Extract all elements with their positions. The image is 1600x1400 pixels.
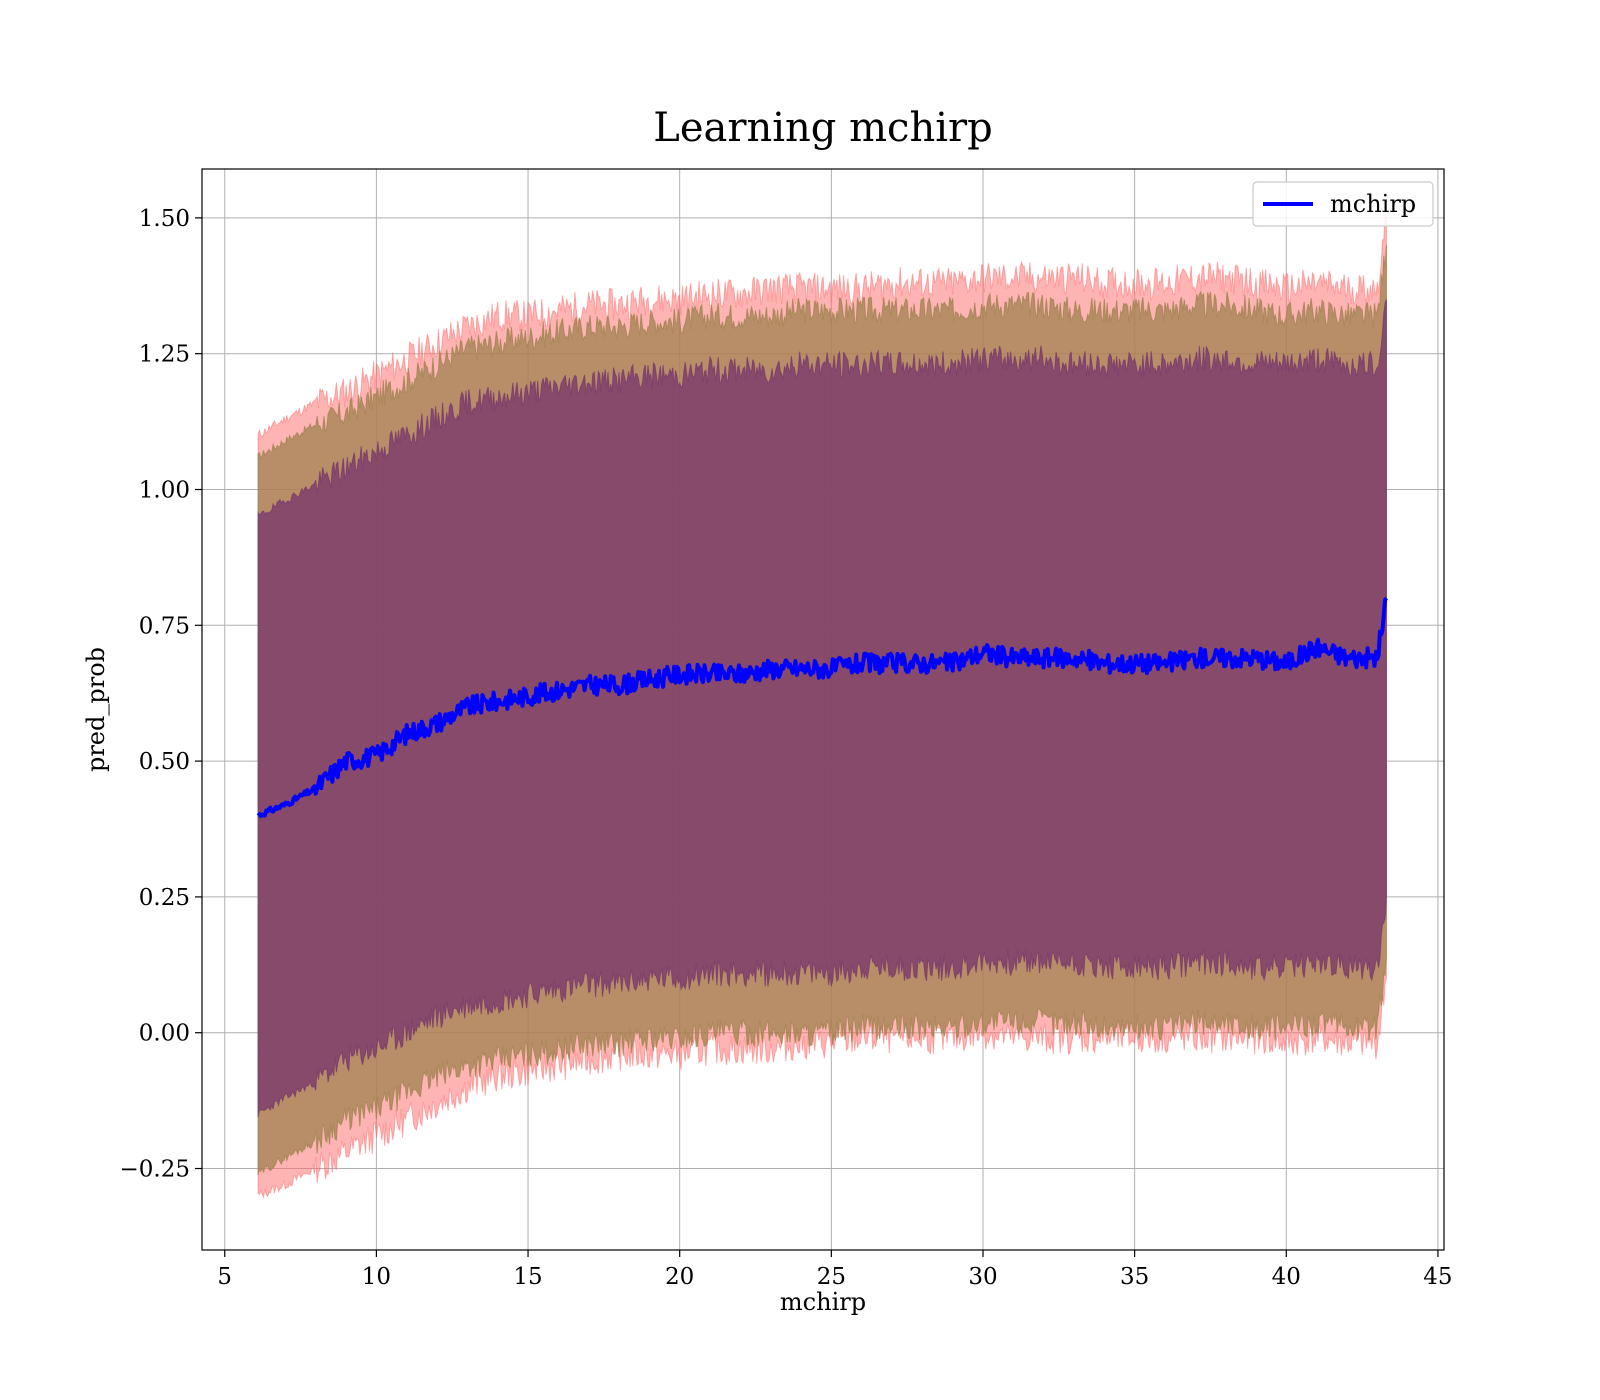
y-tick-label: 0.50 — [139, 749, 190, 775]
bands — [257, 213, 1387, 1200]
x-tick-label: 40 — [1272, 1264, 1301, 1290]
y-tick-label: 0.00 — [139, 1021, 190, 1047]
y-tick-label: 0.75 — [139, 613, 190, 639]
x-tick-label: 30 — [968, 1264, 997, 1290]
series-lines — [256, 596, 1388, 819]
x-tick-label: 35 — [1120, 1264, 1149, 1290]
series-line-mchirp — [256, 596, 1388, 819]
band-inner — [257, 299, 1387, 1118]
x-tick-label: 45 — [1423, 1264, 1452, 1290]
y-axis-label: pred_prob — [82, 647, 110, 772]
x-tick-label: 20 — [665, 1264, 694, 1290]
x-axis-label: mchirp — [780, 1288, 866, 1316]
y-tick-label: 1.00 — [139, 477, 190, 503]
y-tick-label: 1.50 — [139, 206, 190, 232]
chart-title: Learning mchirp — [653, 105, 992, 151]
y-tick-label: 0.25 — [139, 885, 190, 911]
x-tick-label: 25 — [817, 1264, 846, 1290]
x-tick-label: 15 — [513, 1264, 542, 1290]
legend: mchirp — [1252, 181, 1434, 227]
plot-frame — [201, 168, 1445, 1251]
y-tick-label: 1.25 — [139, 342, 190, 368]
y-tick-label: −0.25 — [120, 1157, 190, 1183]
legend-box — [1252, 181, 1434, 227]
ticks: 5 10 15 20 25 30 35 40 45 −0.25 0.00 0.25 0.50 0.75 1.… — [120, 206, 1453, 1290]
x-tick-label: 10 — [362, 1264, 391, 1290]
legend-entry-mchirp: mchirp — [1330, 190, 1416, 218]
x-tick-label: 5 — [217, 1264, 232, 1290]
